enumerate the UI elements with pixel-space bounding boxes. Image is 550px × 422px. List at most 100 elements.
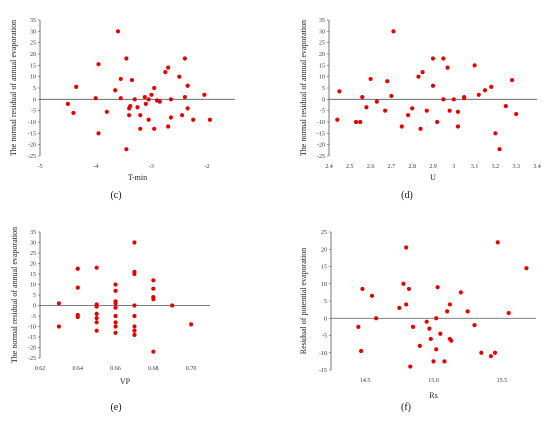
y-tick-label: 0	[33, 97, 36, 103]
data-point	[94, 304, 99, 309]
y-tick-label: -5	[322, 334, 327, 340]
y-tick-label: -20	[28, 346, 36, 352]
y-tick-label: 35	[319, 18, 325, 24]
y-tick-label: -15	[319, 368, 327, 374]
y-tick-label: 10	[30, 283, 36, 289]
x-tick-label: 2.9	[429, 164, 437, 170]
data-point	[185, 106, 190, 111]
data-point	[132, 303, 137, 308]
y-axis-label: The normal residual of annual evaporatio…	[299, 20, 308, 156]
data-point	[157, 99, 162, 104]
data-point	[177, 74, 182, 79]
y-tick-label: -10	[28, 325, 36, 331]
data-point	[113, 88, 118, 93]
y-tick-label: 30	[30, 241, 36, 247]
data-point	[337, 89, 342, 94]
data-point	[191, 117, 196, 122]
data-point	[389, 93, 394, 99]
x-tick-label: 0.70	[186, 366, 197, 372]
data-point	[189, 322, 194, 327]
y-tick-label: -25	[28, 356, 36, 362]
y-tick-label: -10	[317, 120, 325, 126]
x-tick-label: 0.66	[110, 366, 121, 372]
data-point	[408, 364, 413, 369]
y-tick-label: 35	[30, 230, 36, 236]
data-point	[94, 328, 99, 333]
data-point	[503, 104, 508, 109]
data-point	[424, 108, 429, 113]
data-point	[427, 326, 432, 331]
data-point	[113, 320, 118, 325]
data-point	[132, 332, 137, 337]
data-point	[406, 286, 411, 292]
data-point	[152, 85, 157, 91]
data-point	[410, 106, 415, 111]
data-point	[132, 313, 137, 319]
data-point	[476, 92, 481, 97]
data-point	[356, 324, 361, 329]
data-point	[96, 131, 101, 136]
data-point	[369, 293, 375, 298]
data-point	[143, 101, 148, 106]
x-tick-label: -3	[149, 164, 154, 170]
y-tick-label: 15	[30, 272, 36, 278]
x-tick-label: -4	[93, 164, 98, 170]
data-point	[493, 131, 498, 136]
data-point	[401, 281, 406, 286]
x-tick-label: 2.5	[346, 164, 354, 170]
data-point	[447, 302, 452, 307]
data-point	[488, 354, 493, 359]
x-tick-label: 3.1	[471, 164, 479, 170]
data-point	[489, 84, 494, 89]
data-point	[482, 88, 488, 93]
data-point	[135, 105, 140, 110]
data-point	[113, 324, 118, 329]
data-point	[435, 285, 440, 290]
data-point	[472, 323, 477, 328]
data-point	[182, 94, 187, 100]
y-tick-label: 20	[30, 52, 36, 58]
data-point	[96, 62, 101, 67]
x-tick-label: -2	[205, 164, 210, 170]
scatter-panel-f: -15 -10 -5 0 5 10 15 20 25 14.5 15.0 15.5 Rs Residual…	[299, 230, 536, 413]
data-point	[430, 56, 436, 61]
data-point	[514, 111, 519, 117]
data-point	[506, 310, 511, 316]
data-point	[374, 316, 379, 321]
y-tick-label: -10	[28, 120, 36, 126]
data-point	[417, 343, 422, 348]
y-tick-label: 10	[319, 75, 325, 81]
y-tick-label: 5	[322, 86, 325, 92]
data-point	[492, 350, 498, 355]
data-point	[497, 147, 502, 152]
y-tick-label: 20	[321, 247, 327, 253]
y-tick-label: 25	[319, 41, 325, 47]
x-tick-label: 2.6	[367, 164, 375, 170]
scatter-panel-c: -25 -20 -15 -10 -5 0 5 10 15 20 25 30 35 -5 -4 -3 -2 T-mi…	[9, 18, 235, 201]
data-point	[368, 76, 373, 82]
y-tick-label: 10	[321, 282, 327, 288]
data-point	[353, 119, 359, 125]
data-point	[397, 305, 402, 310]
data-point	[142, 94, 147, 100]
y-tick-label: 35	[30, 18, 36, 24]
x-tick-label: 2.8	[408, 164, 416, 170]
data-point	[441, 97, 446, 102]
data-point	[151, 278, 156, 283]
data-point	[447, 108, 452, 113]
y-tick-label: 10	[30, 75, 36, 81]
data-point	[113, 288, 118, 293]
data-point	[113, 305, 118, 310]
y-tick-label: 30	[30, 29, 36, 35]
data-point	[430, 83, 436, 88]
data-point	[435, 119, 440, 125]
data-point	[128, 104, 133, 109]
data-point	[149, 92, 154, 97]
data-point	[138, 126, 143, 131]
panel-label: (e)	[110, 402, 121, 413]
y-tick-label: 0	[33, 304, 36, 310]
data-point	[451, 97, 456, 102]
data-point	[420, 70, 425, 75]
data-point	[358, 119, 363, 125]
data-point	[71, 110, 76, 116]
